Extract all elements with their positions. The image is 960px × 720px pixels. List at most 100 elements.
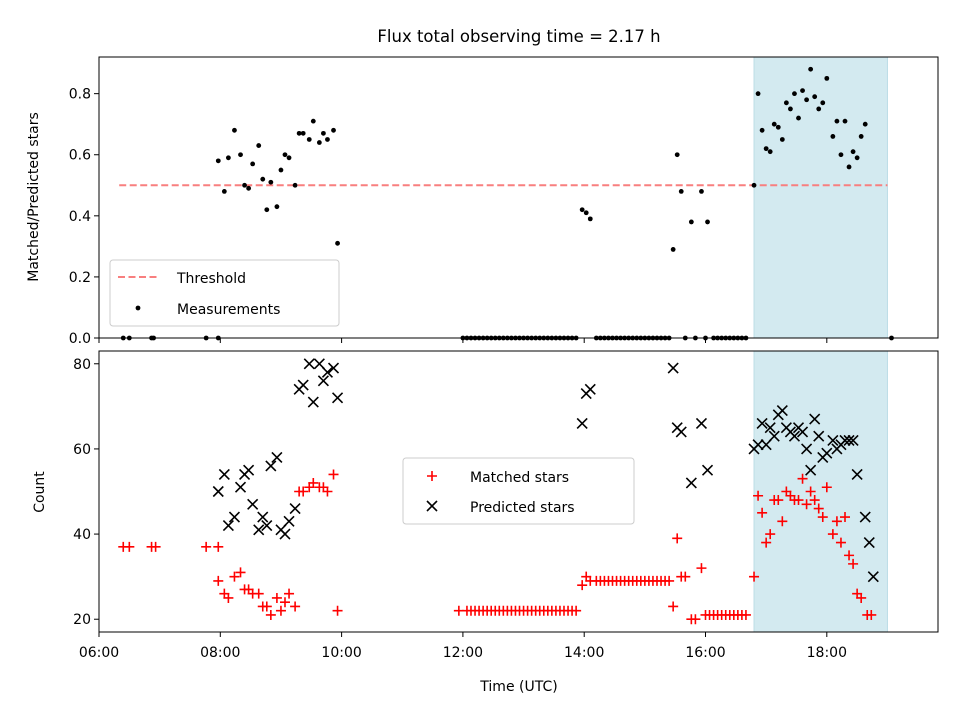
- measurement-point: [674, 152, 680, 158]
- measurement-point: [767, 149, 773, 155]
- predicted-stars-point: [847, 434, 859, 446]
- matched-stars-point: [821, 482, 832, 493]
- top-highlight-span: [753, 56, 888, 339]
- measurement-point: [846, 164, 852, 170]
- bottom-y-axis-label: Count: [32, 471, 48, 513]
- top-y-axis-label: Matched/Predicted stars: [26, 112, 42, 282]
- matched-stars-point: [831, 516, 842, 527]
- measurement-point: [842, 118, 848, 124]
- x-tick-label: 12:00: [443, 645, 483, 661]
- predicted-stars-point: [297, 379, 309, 391]
- measurement-point: [771, 121, 777, 127]
- predicted-stars-point: [218, 468, 230, 481]
- predicted-stars-point: [809, 413, 821, 425]
- matched-stars-point: [261, 601, 272, 612]
- matched-stars-point: [680, 571, 691, 582]
- x-tick-label: 18:00: [807, 645, 847, 661]
- matched-stars-point: [848, 558, 859, 569]
- matched-stars-point: [279, 597, 290, 608]
- predicted-stars-point: [234, 481, 247, 493]
- matched-stars-point: [668, 601, 679, 612]
- matched-stars-point: [275, 605, 286, 616]
- bottom-highlight-layer: [753, 350, 888, 633]
- predicted-stars-point: [271, 451, 283, 464]
- top-legend-box: [109, 259, 340, 327]
- measurement-point: [854, 155, 860, 161]
- matched-stars-point: [290, 601, 301, 612]
- x-tick-label: 10:00: [321, 645, 361, 661]
- matched-stars-point: [749, 571, 760, 582]
- matched-stars-point: [827, 529, 838, 540]
- predicted-stars-point: [776, 405, 788, 417]
- measurement-point: [834, 118, 840, 124]
- measurement-point: [858, 134, 864, 139]
- matched-stars-point: [690, 614, 701, 625]
- matched-stars-point: [213, 541, 224, 552]
- measurement-point: [321, 130, 326, 136]
- measurement-point: [296, 130, 302, 136]
- top-y-tick-label: 0.8: [69, 87, 91, 103]
- bottom-y-tick-label: 20: [73, 612, 91, 628]
- measurement-point: [587, 216, 593, 222]
- matched-stars-point: [805, 486, 816, 497]
- measurement-point: [699, 188, 704, 194]
- predicted-stars-point: [283, 515, 295, 527]
- matched-stars-point: [777, 516, 788, 527]
- predicted-stars-point: [243, 464, 255, 476]
- predicted-stars-point: [584, 383, 596, 395]
- predicted-stars-point: [843, 434, 855, 446]
- predicted-stars-point: [685, 477, 697, 489]
- bottom-panel: 20 40 60 80 06:00 08:00 10:00 12:00 14:00 16:00 18…: [32, 350, 939, 695]
- matched-stars-point: [322, 486, 333, 497]
- matched-stars-point: [835, 537, 846, 548]
- measurement-point: [583, 210, 589, 216]
- matched-stars-point: [253, 588, 264, 599]
- predicted-stars-point: [576, 417, 588, 429]
- measurement-point: [335, 240, 340, 246]
- matched-stars-point: [271, 592, 282, 603]
- measurement-point: [775, 124, 781, 130]
- measurement-point: [225, 155, 231, 161]
- top-highlight-layer: [753, 56, 888, 339]
- measurement-point: [238, 152, 243, 158]
- predicted-stars-point: [675, 426, 687, 438]
- measurement-point: [788, 106, 793, 112]
- measurement-point: [274, 204, 280, 210]
- predicted-stars-point: [321, 366, 334, 378]
- measurement-point: [759, 127, 765, 133]
- matched-stars-point: [577, 580, 588, 591]
- measurement-point: [850, 149, 856, 155]
- legend-threshold-label: Threshold: [176, 271, 246, 287]
- predicted-stars-point: [265, 460, 277, 472]
- predicted-stars-point: [867, 571, 879, 583]
- bottom-data-layer: [118, 358, 879, 625]
- predicted-stars-point: [701, 464, 714, 476]
- measurement-point: [792, 91, 797, 97]
- measurement-point: [755, 91, 761, 97]
- matched-stars-point: [332, 605, 343, 616]
- measurement-point: [579, 207, 585, 213]
- measurement-point: [816, 106, 822, 112]
- matched-stars-point: [840, 512, 851, 523]
- predicted-stars-point: [261, 519, 273, 532]
- predicted-stars-point: [859, 511, 871, 523]
- matched-stars-point: [773, 495, 784, 506]
- legend-predicted-swatch: [426, 500, 438, 512]
- predicted-stars-point: [222, 519, 234, 532]
- measurement-point: [678, 188, 684, 194]
- top-y-tick-label: 0.2: [69, 270, 91, 286]
- measurement-point: [808, 66, 814, 72]
- measurement-point: [268, 179, 274, 185]
- top-axes: 0.0 0.2 0.4 0.6 0.8: [69, 87, 828, 347]
- bottom-axes: 20 40 60 80 06:00 08:00 10:00 12:00 14:00 16:00 18…: [73, 357, 847, 661]
- matched-stars-point: [235, 567, 246, 578]
- predicted-stars-point: [331, 392, 344, 404]
- predicted-stars-point: [805, 464, 817, 476]
- chart-title: Flux total observing time = 2.17 h: [377, 27, 660, 46]
- x-tick-label: 06:00: [79, 645, 119, 661]
- matched-stars-point: [124, 541, 135, 552]
- matched-stars-point: [844, 550, 855, 561]
- predicted-stars-point: [839, 434, 851, 446]
- measurement-point: [278, 167, 284, 173]
- x-tick-label: 16:00: [685, 645, 725, 661]
